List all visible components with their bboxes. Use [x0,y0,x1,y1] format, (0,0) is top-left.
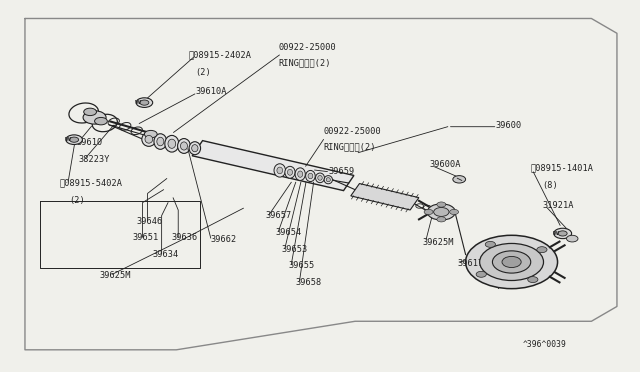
Text: 39662: 39662 [210,235,236,244]
Text: 39646: 39646 [136,217,163,226]
Circle shape [566,235,578,242]
Ellipse shape [326,178,330,182]
Text: (2): (2) [70,196,85,205]
Circle shape [466,235,557,289]
Text: 39617: 39617 [458,259,484,267]
Circle shape [476,271,486,277]
Circle shape [84,108,97,116]
Ellipse shape [306,170,316,182]
Ellipse shape [165,135,179,152]
Ellipse shape [285,166,295,178]
Circle shape [140,100,149,105]
Circle shape [528,277,538,283]
Circle shape [437,217,446,222]
Text: 39659: 39659 [328,167,355,176]
Circle shape [136,98,153,108]
Text: 31921A: 31921A [542,201,573,210]
Circle shape [453,176,466,183]
Text: 39625M: 39625M [100,271,131,280]
Ellipse shape [145,135,153,143]
Circle shape [502,256,521,267]
Circle shape [145,131,157,138]
Circle shape [450,209,459,215]
Circle shape [554,228,572,238]
Text: 39600A: 39600A [430,160,461,169]
Circle shape [428,204,456,220]
Text: 00922-25000: 00922-25000 [278,42,336,51]
Ellipse shape [287,169,292,175]
Ellipse shape [277,167,283,174]
Text: 38223Y: 38223Y [79,155,110,164]
Circle shape [479,243,543,280]
Text: (2): (2) [195,68,211,77]
Circle shape [83,111,106,124]
Text: 39600: 39600 [495,122,522,131]
Circle shape [95,118,108,125]
Text: (8): (8) [542,181,558,190]
Circle shape [66,135,83,144]
Ellipse shape [318,176,322,180]
Text: 39634: 39634 [152,250,179,259]
Circle shape [437,202,446,207]
Text: Ⓥ08915-2402A: Ⓥ08915-2402A [189,50,252,59]
Circle shape [485,241,495,247]
Ellipse shape [191,145,198,152]
Circle shape [537,247,547,253]
Ellipse shape [298,171,303,177]
Text: 39610A: 39610A [195,87,227,96]
Text: 39636: 39636 [172,233,198,243]
Text: 39654: 39654 [275,228,301,237]
Text: W: W [135,100,141,105]
Circle shape [492,251,531,273]
Circle shape [424,209,433,215]
Ellipse shape [308,173,313,179]
Text: 39610: 39610 [76,138,102,147]
Ellipse shape [189,142,200,155]
Text: RINGリング(2): RINGリング(2) [323,142,376,151]
Ellipse shape [168,139,176,148]
Ellipse shape [180,142,188,150]
Circle shape [70,137,79,142]
Ellipse shape [142,132,156,146]
Text: 00922-25000: 00922-25000 [323,126,381,136]
Text: Ⓥ08915-5402A: Ⓥ08915-5402A [60,179,122,187]
Circle shape [434,208,449,217]
Ellipse shape [157,137,164,146]
Text: 39655: 39655 [288,261,314,270]
Polygon shape [351,183,419,210]
Ellipse shape [316,173,324,183]
Ellipse shape [177,138,190,153]
Polygon shape [192,141,354,190]
Text: 39651: 39651 [133,233,159,243]
Circle shape [558,231,567,236]
Text: W: W [65,137,71,142]
Ellipse shape [324,176,332,184]
Ellipse shape [274,164,285,177]
Text: ^396^0039: ^396^0039 [523,340,567,349]
Text: 39625M: 39625M [422,238,454,247]
Text: 39658: 39658 [296,278,322,287]
Text: Ⓥ08915-1401A: Ⓥ08915-1401A [531,164,594,173]
Ellipse shape [295,168,305,180]
Text: RINGリング(2): RINGリング(2) [278,58,331,67]
Text: 39657: 39657 [266,211,292,220]
Text: W: W [553,231,559,236]
Ellipse shape [154,134,167,149]
Text: 39653: 39653 [282,244,308,253]
